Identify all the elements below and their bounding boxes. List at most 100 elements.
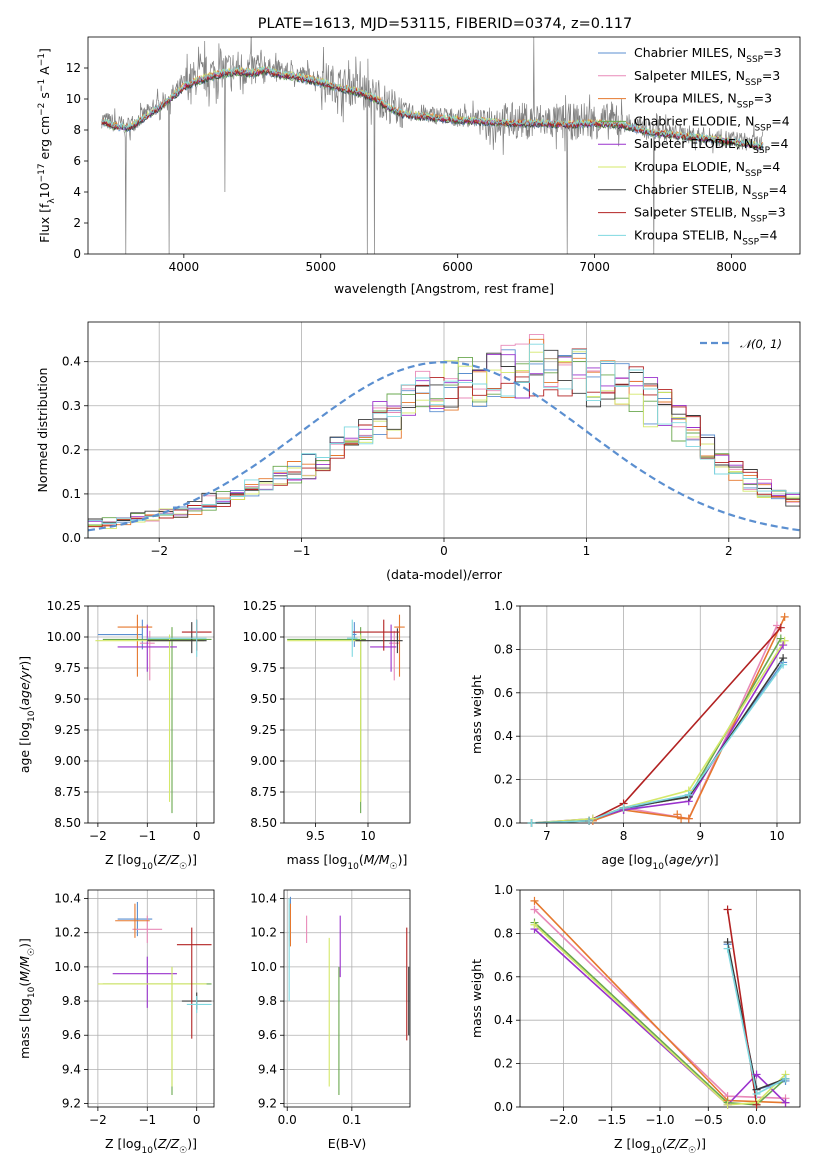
y-tick-label: 6: [73, 154, 81, 168]
y-tick-label: 0.8: [494, 642, 513, 656]
y-axis-label: Flux [fλ10−17 erg cm−2 s−1 A−1]: [37, 48, 57, 243]
x-tick-label: −1: [138, 1113, 156, 1127]
x-tick-label: −1: [138, 829, 156, 843]
weight-marker: [779, 660, 788, 669]
y-tick-label: 9.75: [250, 661, 277, 675]
y-tick-label: 0.4: [494, 729, 513, 743]
legend-entry: Kroupa ELODIE, NSSP=4: [634, 159, 780, 179]
axes-frame: [283, 889, 411, 1108]
model-spectrum-8: [101, 65, 764, 149]
legend-entry: Kroupa MILES, NSSP=3: [634, 91, 772, 111]
histogram-8: [88, 343, 800, 538]
x-tick-label: 9: [696, 829, 704, 843]
x-axis-label: E(B-V): [328, 1136, 367, 1151]
y-tick-label: 10.00: [47, 630, 81, 644]
y-tick-label: 0.6: [494, 970, 513, 984]
x-tick-label: 7000: [579, 260, 610, 274]
y-axis-label: mass weight: [469, 675, 484, 754]
x-axis-label: wavelength [Angstrom, rest frame]: [334, 281, 554, 296]
y-tick-label: 0.2: [494, 1057, 513, 1071]
legend: Chabrier MILES, NSSP=3 Salpeter MILES, NS…: [598, 45, 790, 247]
chart-massweight-vs-age: 7 8 9 10 0.0 0.2 0.4 0.6 0.8 1.0 age [log10(age/yr…: [469, 599, 801, 872]
weight-marker: [776, 623, 785, 632]
x-tick-label: 8: [620, 829, 628, 843]
weight-marker: [752, 1089, 761, 1098]
legend-entry: Kroupa STELIB, NSSP=4: [634, 227, 778, 247]
plot-area: [531, 616, 786, 823]
x-tick-label: 5000: [305, 260, 336, 274]
x-tick-label: 1: [583, 544, 591, 558]
weight-marker: [781, 1098, 790, 1107]
y-tick-label: 8: [73, 123, 81, 137]
y-tick-label: 0.4: [494, 1013, 513, 1027]
chart-residuals: −2 −1 0 1 2 0.0 0.1 0.2 0.3 0.4 (data-model)/error…: [35, 321, 801, 582]
y-tick-label: 9.50: [250, 692, 277, 706]
y-axis-label: mass [log10(M/M☉)]: [17, 938, 37, 1059]
x-tick-label: 0: [193, 1113, 201, 1127]
y-tick-label: 9.25: [54, 723, 81, 737]
x-tick-label: −1.5: [597, 1113, 626, 1127]
y-tick-label: 8.75: [250, 785, 277, 799]
axes-frame: [87, 889, 215, 1108]
y-tick-label: 0: [73, 247, 81, 261]
weight-line-4: [531, 644, 784, 823]
figure-title: PLATE=1613, MJD=53115, FIBERID=0374, z=0…: [258, 16, 632, 32]
y-tick-label: 8.50: [54, 816, 81, 830]
x-tick-label: −2: [89, 829, 107, 843]
weight-marker: [673, 810, 682, 819]
histogram-3: [88, 356, 800, 538]
y-tick-label: 1.0: [494, 883, 513, 897]
x-tick-label: −0.5: [694, 1113, 723, 1127]
x-tick-label: 10: [769, 829, 784, 843]
x-tick-label: 0: [193, 829, 201, 843]
y-tick-label: 0.0: [494, 1100, 513, 1114]
x-tick-label: 2: [725, 544, 733, 558]
x-tick-label: 0.1: [342, 1113, 361, 1127]
chart-age-vs-Z: −2 −1 0 8.50 8.75 9.00 9.25 9.50 9.75 10.00 10.25 Z…: [17, 599, 215, 872]
y-tick-label: 9.00: [250, 754, 277, 768]
observed-spectrum: [101, 37, 764, 254]
x-axis-label: Z [log10(Z/Z☉)]: [105, 852, 197, 872]
chart-age-vs-mass: 9.5 10 8.50 8.75 9.00 9.25 9.50 9.75 10.00 10.25 m…: [243, 599, 411, 872]
y-axis-label: age [log10(age/yr)]: [17, 656, 37, 773]
x-axis-label: mass [log10(M/M☉)]: [287, 852, 408, 872]
plot-area: [95, 614, 212, 814]
x-tick-label: −1: [293, 544, 311, 558]
plot-area: [288, 896, 410, 1096]
weight-marker: [530, 896, 539, 905]
plot-area: [101, 37, 764, 254]
legend-entry: Salpeter MILES, NSSP=3: [634, 68, 780, 88]
weight-marker: [723, 1100, 732, 1109]
y-tick-label: 0.1: [62, 487, 81, 501]
weight-marker: [527, 819, 536, 827]
histogram-5: [88, 351, 800, 538]
y-tick-label: 9.50: [54, 692, 81, 706]
y-tick-label: 10.25: [243, 599, 277, 613]
y-tick-label: 10.0: [54, 960, 81, 974]
x-tick-label: 10: [360, 829, 375, 843]
weight-marker: [780, 636, 789, 645]
y-tick-label: 0.3: [62, 399, 81, 413]
histogram-7: [88, 348, 800, 538]
x-axis-label: Z [log10(Z/Z☉)]: [614, 1136, 706, 1156]
y-tick-label: 0.2: [62, 443, 81, 457]
plot-area: [88, 334, 800, 538]
y-tick-label: 2: [73, 216, 81, 230]
weight-line-2: [592, 616, 786, 822]
x-axis-label: age [log10(age/yr)]: [601, 852, 718, 872]
legend-entry: 𝒩(0, 1): [740, 337, 782, 351]
y-tick-label: 0.4: [62, 355, 81, 369]
y-tick-label: 10.0: [250, 960, 277, 974]
y-tick-label: 9.25: [250, 723, 277, 737]
weight-line-5: [533, 924, 787, 1106]
x-axis-label: (data-model)/error: [386, 567, 503, 582]
x-tick-label: −2: [150, 544, 168, 558]
y-tick-label: 9.8: [62, 994, 81, 1008]
axes-frame: [283, 605, 411, 824]
legend-entry: Chabrier MILES, NSSP=3: [634, 45, 782, 65]
weight-marker: [684, 790, 693, 799]
legend-entry: Chabrier STELIB, NSSP=4: [634, 182, 787, 202]
weight-marker: [588, 814, 597, 823]
x-axis-label: Z [log10(Z/Z☉)]: [105, 1136, 197, 1156]
